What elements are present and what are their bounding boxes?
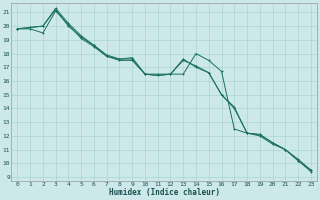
X-axis label: Humidex (Indice chaleur): Humidex (Indice chaleur) (108, 188, 220, 197)
